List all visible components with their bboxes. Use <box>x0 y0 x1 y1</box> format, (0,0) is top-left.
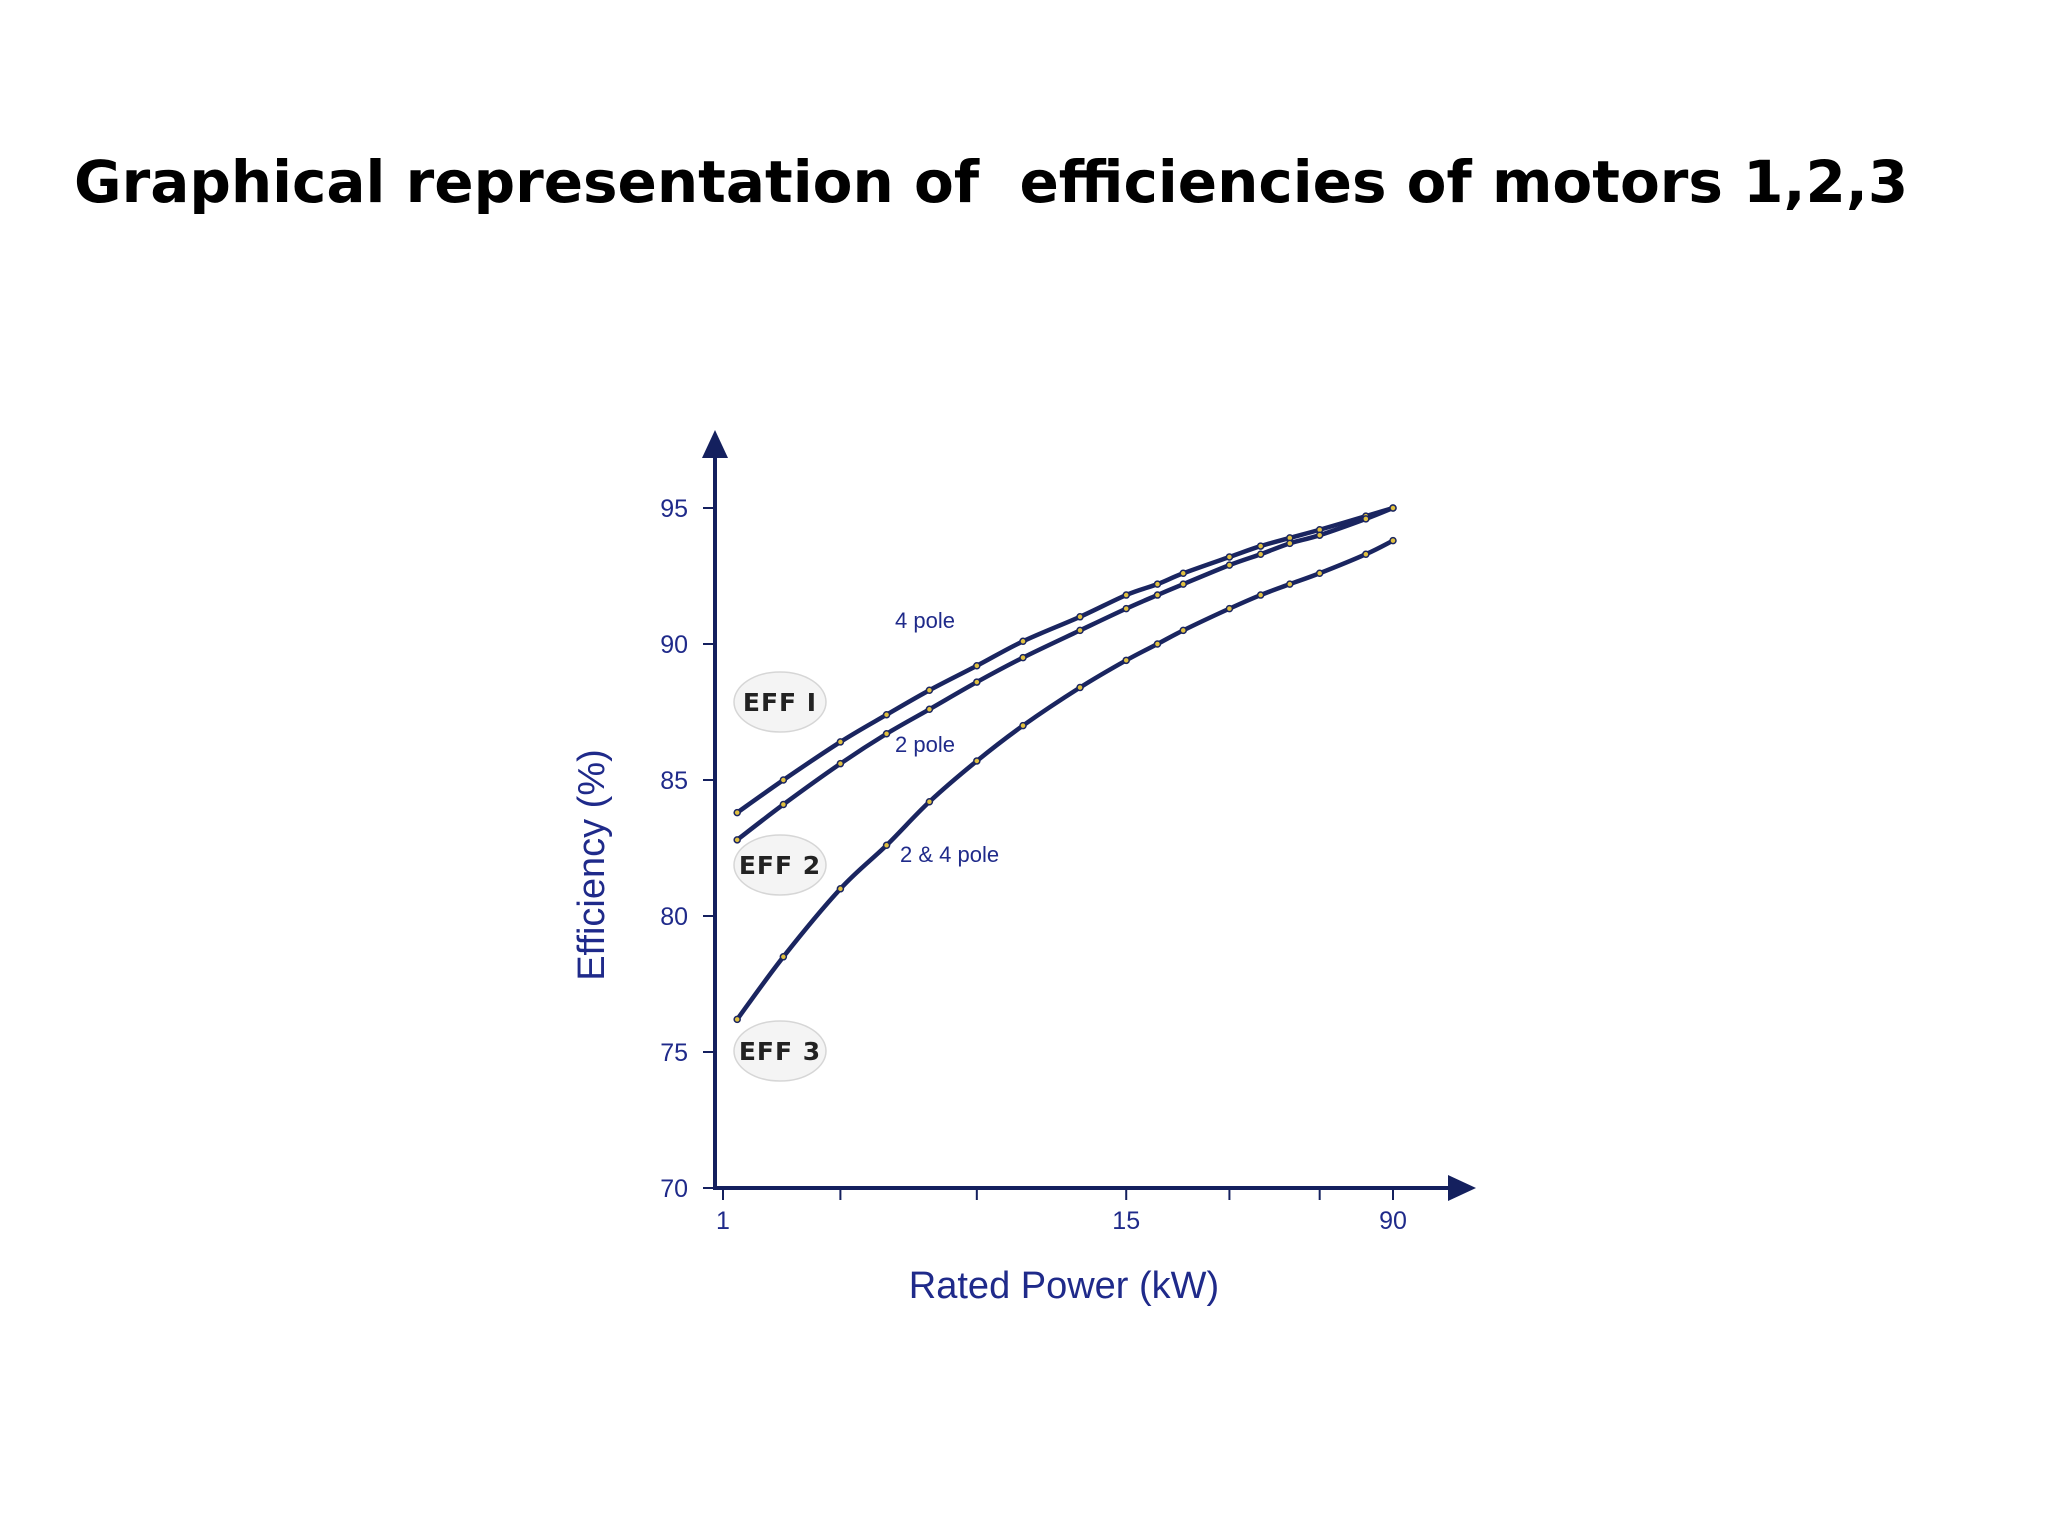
series-point-eff2_2and4pole <box>1286 580 1294 588</box>
series-point-eff2_2and4pole <box>733 1015 741 1024</box>
series-point-eff2_2and4pole <box>1153 640 1162 648</box>
series-point-eff1_4pole <box>1225 553 1234 561</box>
series-point-eff1_2pole <box>925 705 934 714</box>
x-tick-label: 90 <box>1379 1207 1407 1235</box>
series-label-4-pole: 4 pole <box>895 608 955 633</box>
series-point-eff1_2pole <box>1256 550 1265 558</box>
eff1-label: EFF I <box>743 688 817 717</box>
series-point-eff1_2pole <box>733 836 741 844</box>
y-tick-label: 90 <box>660 631 688 659</box>
efficiency-chart: 70 75 80 85 90 95 1 15 90 4 pole 2 pole 2 & 4 p… <box>571 430 1476 1307</box>
series-point-eff1_2pole <box>882 730 891 738</box>
series-point-eff1_2pole <box>1076 626 1084 635</box>
series-point-eff2_2and4pole <box>1019 721 1027 730</box>
y-tick-label: 80 <box>660 903 688 931</box>
series-point-eff1_2pole <box>973 678 981 686</box>
eff2-badge-ellipse <box>733 834 827 896</box>
series-point-eff1_4pole <box>779 776 788 784</box>
series-point-eff1_4pole <box>882 710 891 719</box>
series-point-eff1_2pole <box>1315 531 1324 539</box>
series-point-eff2_2and4pole <box>925 798 934 806</box>
series-point-eff2_2and4pole <box>836 885 845 893</box>
series-point-eff1_2pole <box>1286 539 1294 548</box>
series-point-eff1_2pole <box>1389 504 1397 512</box>
series-point-eff1_4pole <box>1019 637 1027 646</box>
eff2-label: EFF 2 <box>739 851 821 880</box>
series-point-eff1_2pole <box>1122 604 1130 613</box>
series-point-eff2_2and4pole <box>1389 536 1397 545</box>
series-point-eff1_4pole <box>1179 569 1187 578</box>
series-label-2-pole: 2 pole <box>895 732 955 757</box>
series-point-eff2_2and4pole <box>1076 683 1084 692</box>
y-tick-label: 85 <box>660 767 688 795</box>
eff3-label: EFF 3 <box>739 1037 821 1066</box>
series-point-eff1_2pole <box>1153 591 1162 599</box>
series-point-eff1_2pole <box>836 759 845 768</box>
series-point-eff1_4pole <box>1122 591 1130 599</box>
series-point-eff1_4pole <box>733 808 741 817</box>
y-tick-label: 95 <box>660 495 688 523</box>
x-axis-arrow <box>1448 1175 1476 1201</box>
series-line-eff1_2pole <box>734 505 1396 843</box>
series-point-eff1_2pole <box>1362 515 1370 523</box>
series-point-eff1_2pole <box>1019 653 1027 662</box>
y-ticks: 70 75 80 85 90 95 <box>660 495 715 1203</box>
y-axis-arrow <box>702 430 728 458</box>
series-point-eff2_2and4pole <box>1362 550 1370 558</box>
series-point-eff1_4pole <box>836 738 845 746</box>
series-point-eff1_4pole <box>925 686 934 694</box>
series-point-eff1_4pole <box>973 662 981 670</box>
series-point-eff2_2and4pole <box>779 953 788 961</box>
series-point-eff2_2and4pole <box>973 757 981 765</box>
axes <box>702 430 1476 1201</box>
eff3-badge-ellipse <box>733 1020 827 1082</box>
x-ticks: 1 15 90 <box>716 1188 1407 1235</box>
y-axis-title: Efficiency (%) <box>571 749 613 981</box>
x-tick-label: 1 <box>716 1207 730 1235</box>
x-tick-label: 15 <box>1112 1207 1140 1235</box>
series-point-eff1_4pole <box>1256 542 1265 550</box>
eff2-badge: EFF 2 <box>733 834 827 896</box>
series-point-eff1_4pole <box>1076 613 1084 621</box>
series-point-eff2_2and4pole <box>1179 626 1187 635</box>
series-point-eff1_2pole <box>1225 561 1234 569</box>
series-point-eff2_2and4pole <box>1122 656 1130 665</box>
series-layer <box>733 504 1397 1024</box>
y-tick-label: 70 <box>660 1175 688 1203</box>
series-point-eff1_4pole <box>1153 580 1162 588</box>
series-label-2-and-4-pole: 2 & 4 pole <box>900 842 999 867</box>
eff1-badge: EFF I <box>733 671 827 733</box>
x-axis-title: Rated Power (kW) <box>909 1265 1219 1307</box>
eff1-badge-ellipse <box>733 671 827 733</box>
series-point-eff1_2pole <box>779 800 788 809</box>
series-point-eff2_2and4pole <box>1225 604 1234 613</box>
series-point-eff2_2and4pole <box>882 841 891 850</box>
series-point-eff2_2and4pole <box>1256 591 1265 599</box>
series-point-eff2_2and4pole <box>1315 569 1324 578</box>
series-point-eff1_2pole <box>1179 580 1187 588</box>
series-line-eff2_2and4pole <box>734 538 1396 1022</box>
y-tick-label: 75 <box>660 1039 688 1067</box>
slide-title: Graphical representation of efficiencies… <box>74 148 1909 216</box>
eff3-badge: EFF 3 <box>733 1020 827 1082</box>
